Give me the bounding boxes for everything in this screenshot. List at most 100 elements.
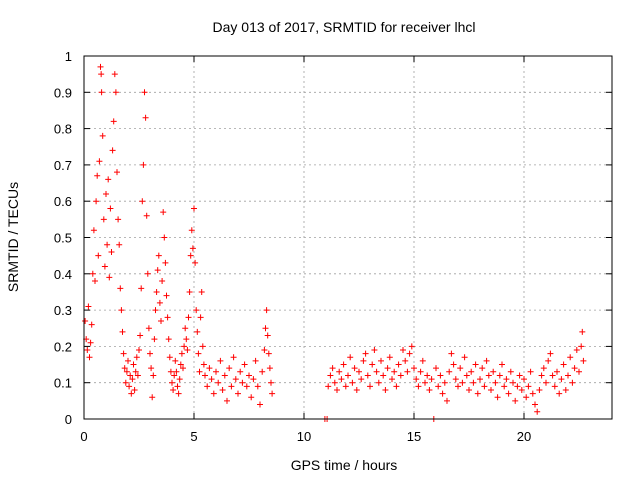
data-point [248, 394, 255, 401]
data-point [119, 328, 126, 335]
y-tick-label: 0.7 [54, 158, 72, 173]
y-tick-label: 0.6 [54, 194, 72, 209]
data-point [235, 390, 241, 397]
data-point [532, 401, 538, 408]
data-point [164, 314, 171, 321]
data-point [481, 383, 488, 390]
data-point [353, 386, 360, 393]
data-point [419, 357, 426, 364]
data-point [176, 376, 183, 383]
data-point [536, 386, 543, 393]
data-point [166, 354, 173, 361]
data-point [92, 278, 98, 285]
data-point [161, 234, 168, 241]
data-point [336, 368, 343, 375]
data-point [202, 372, 208, 379]
data-point [268, 379, 274, 386]
data-point [439, 390, 446, 397]
data-point [131, 386, 138, 393]
data-point [483, 357, 490, 364]
data-point [503, 376, 510, 383]
data-point [463, 372, 470, 379]
data-point [266, 365, 273, 372]
data-point [111, 71, 118, 78]
data-point [110, 118, 117, 125]
data-point [433, 365, 439, 372]
data-point [514, 383, 521, 390]
data-point [472, 361, 479, 368]
data-point [250, 376, 257, 383]
data-point [554, 368, 560, 375]
data-point [181, 343, 188, 350]
data-point [360, 357, 367, 364]
data-point [120, 350, 127, 357]
plot-frame [83, 55, 613, 420]
data-point [239, 379, 246, 386]
data-point [338, 376, 345, 383]
data-point [259, 368, 266, 375]
data-point [516, 372, 523, 379]
data-point [452, 376, 459, 383]
data-point [107, 205, 114, 212]
data-point [411, 365, 417, 372]
x-tick-label: 0 [80, 429, 87, 444]
x-axis-label: GPS time / hours [291, 457, 398, 473]
data-point [127, 372, 134, 379]
data-point [367, 383, 373, 390]
data-point [263, 307, 270, 314]
data-point [169, 379, 175, 386]
data-point [578, 343, 585, 350]
data-point [375, 379, 382, 386]
data-point [204, 383, 211, 390]
data-point [155, 252, 162, 259]
data-point [512, 397, 519, 404]
data-point [558, 376, 565, 383]
data-point [134, 372, 141, 379]
data-point [106, 274, 113, 281]
data-point [226, 365, 233, 372]
data-point [85, 303, 92, 310]
data-point [435, 383, 442, 390]
data-point [153, 288, 160, 295]
data-point [189, 245, 196, 252]
data-point [417, 368, 424, 375]
y-tick-label: 0.8 [54, 122, 72, 137]
x-tick-label: 10 [297, 429, 311, 444]
data-point [105, 176, 112, 183]
data-point [490, 368, 497, 375]
data-point [123, 368, 130, 375]
x-axis-ticks: 0 5 10 15 20 [80, 56, 531, 444]
data-point [118, 307, 125, 314]
x-tick-label: 20 [517, 429, 531, 444]
data-point [95, 252, 102, 259]
data-point [152, 307, 159, 314]
data-point [499, 361, 505, 368]
data-point [108, 249, 115, 256]
data-point [149, 394, 156, 401]
data-point [565, 372, 571, 379]
data-point [103, 190, 109, 197]
data-point [165, 336, 172, 343]
data-point [426, 386, 433, 393]
data-point [402, 357, 409, 364]
data-point [455, 383, 461, 390]
data-point [347, 354, 354, 361]
data-point [87, 339, 94, 346]
data-point [397, 372, 404, 379]
data-point [384, 365, 391, 372]
data-point [264, 332, 271, 339]
data-point [213, 368, 219, 375]
data-point [265, 350, 272, 357]
data-points [82, 63, 587, 422]
data-point [474, 390, 481, 397]
data-point [115, 216, 122, 223]
data-point [369, 361, 376, 368]
data-point [358, 376, 365, 383]
data-point [122, 379, 129, 386]
data-point [327, 372, 334, 379]
y-tick-label: 0.2 [54, 339, 72, 354]
data-point [82, 317, 89, 324]
data-point [172, 357, 179, 364]
data-point [549, 372, 556, 379]
data-point [130, 361, 137, 368]
